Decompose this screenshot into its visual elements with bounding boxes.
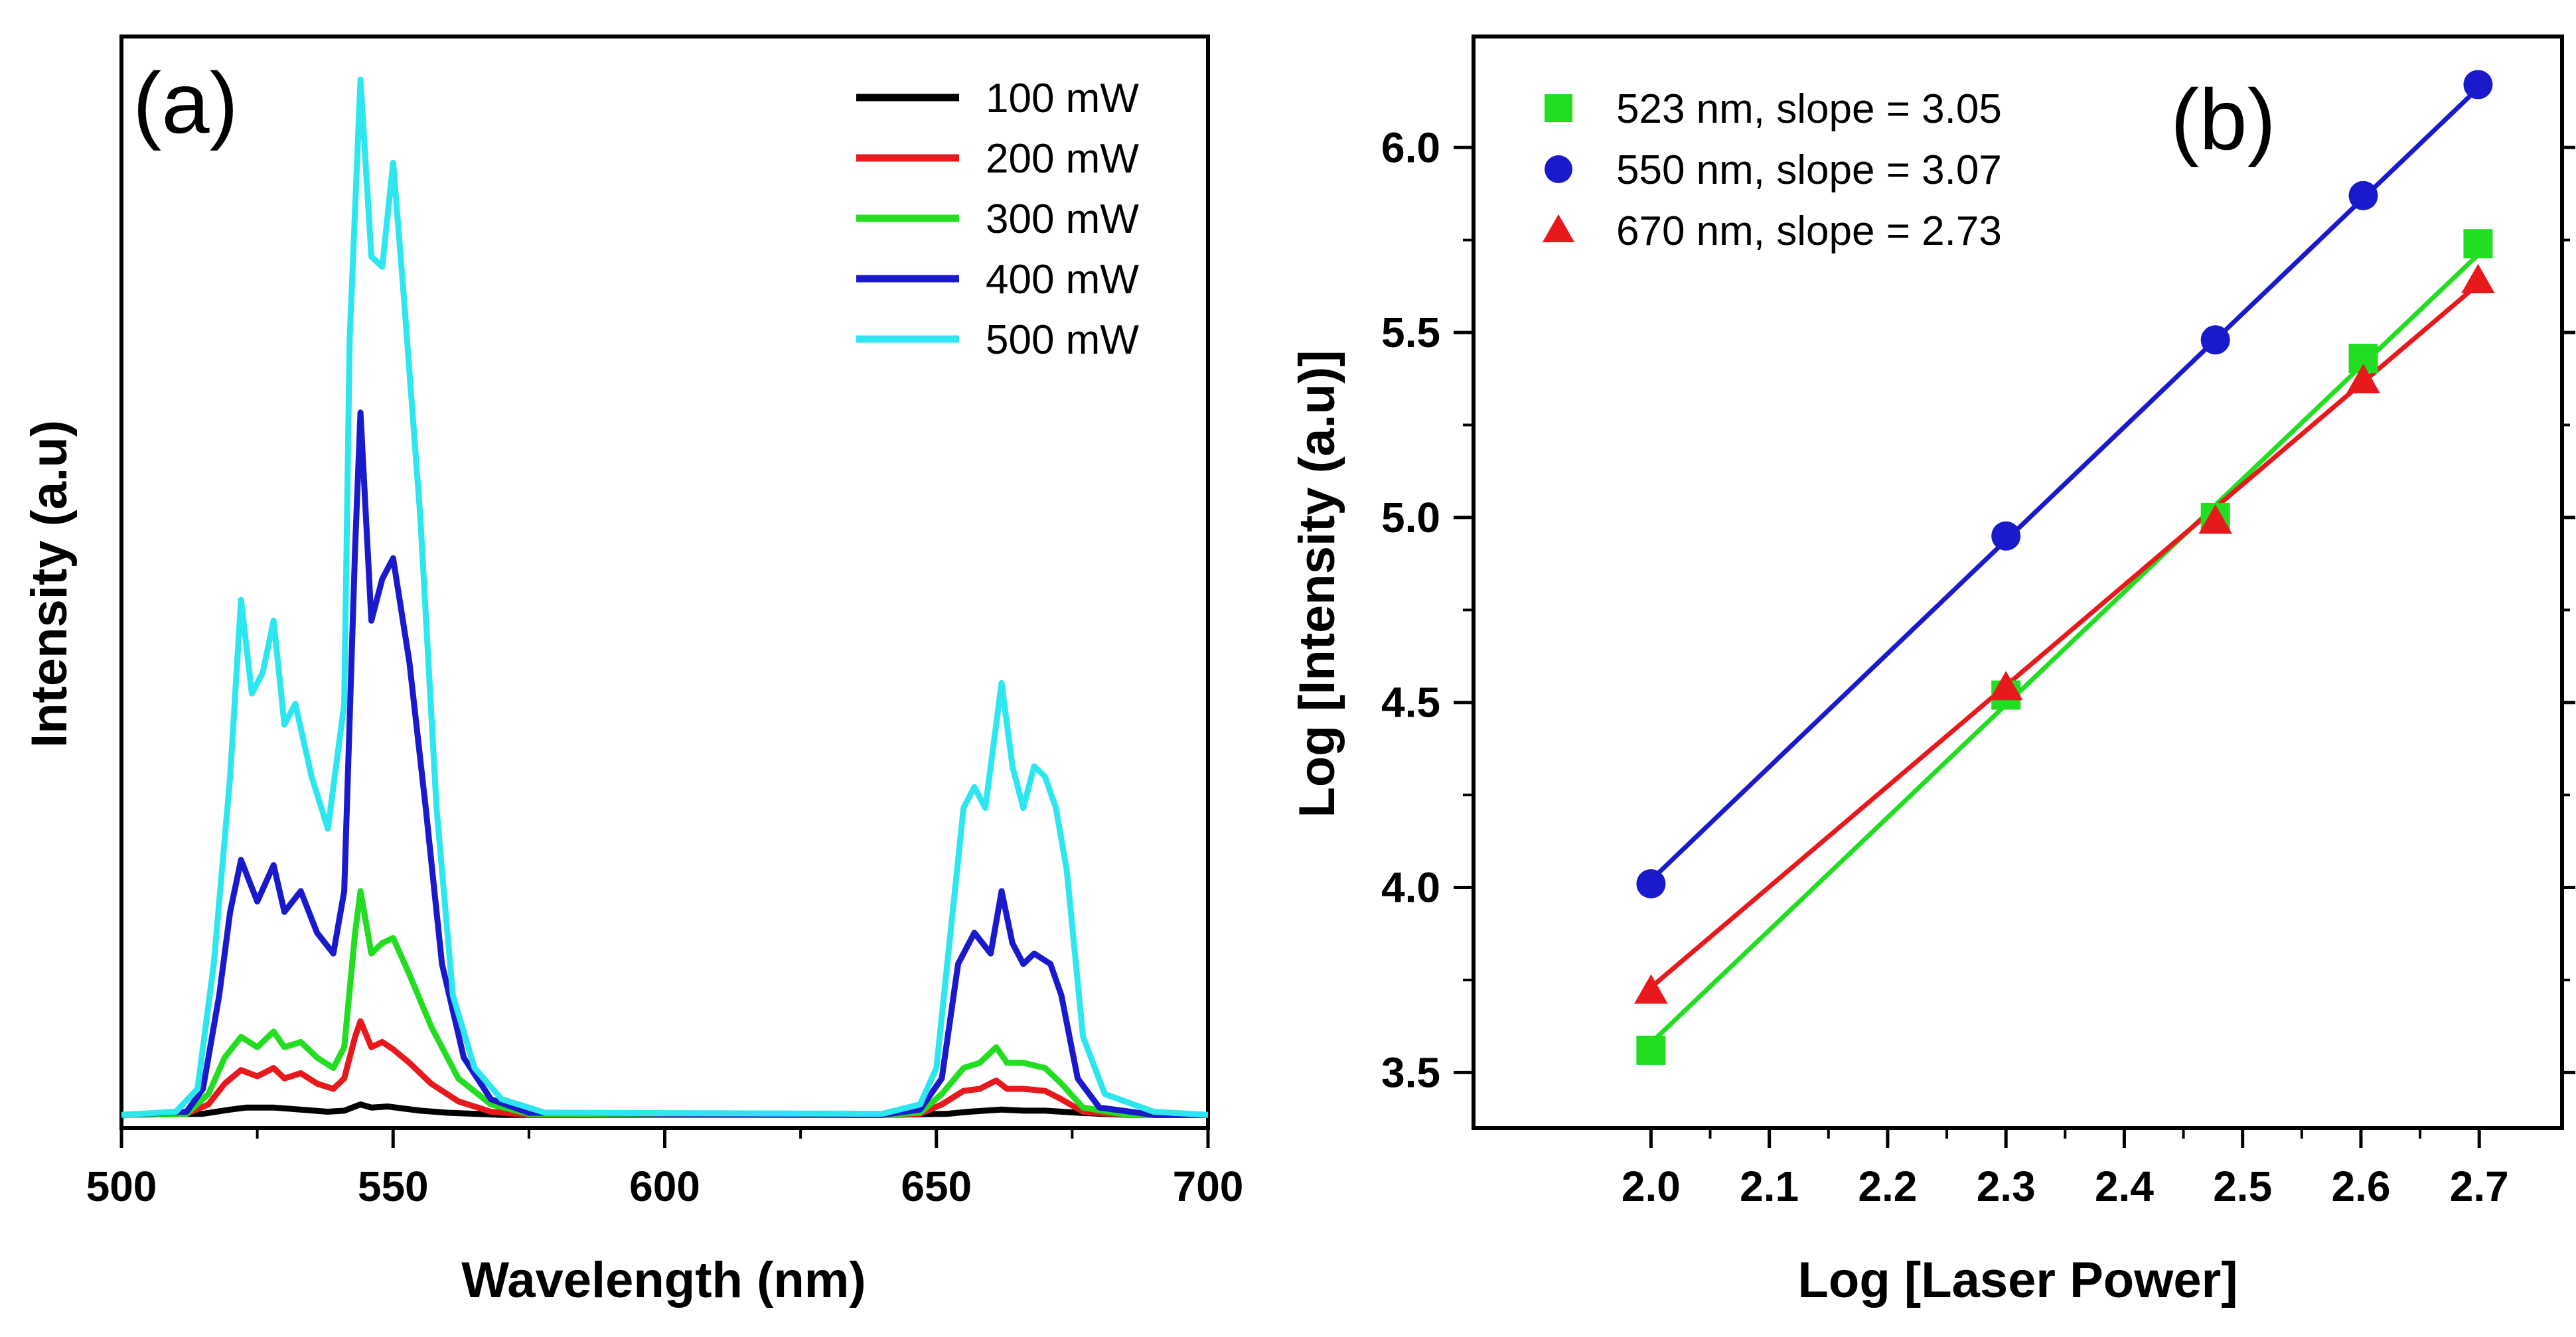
panel-a-legend-label: 100 mW [986, 76, 1139, 121]
panel-b-point-circle [2463, 70, 2493, 100]
panel-b-point-circle [2200, 325, 2230, 355]
panel-a-x-tick-label: 500 [86, 1162, 157, 1210]
panel-a-series-line-1 [121, 1101, 1208, 1118]
panel-a-x-tick-label: 600 [629, 1162, 700, 1210]
panel-b-y-tick-label: 5.5 [1381, 309, 1440, 356]
panel-b-legend: 523 nm, slope = 3.05 550 nm, slope = 3.07… [1542, 86, 2002, 254]
panel-b-legend-marker [1542, 214, 1575, 243]
panel-b-ticks: 2.0 2.1 2.2 2.3 2.4 2.5 2.6 2.7 3.5 4.0 4.5 5.0 5.5 6… [1381, 123, 2575, 1210]
panel-b-y-tick-label: 6.0 [1381, 123, 1440, 171]
panel-a-spectra: 500 550 600 650 700 (a) Wavelength (nm) Inte… [21, 35, 1244, 1308]
panel-b-y-axis-title: Log [Intensity (a.u)] [1289, 350, 1345, 817]
panel-a-series-line-4 [121, 409, 1208, 1118]
panel-b-legend-marker [1545, 94, 1572, 122]
panel-b-x-tick-label: 2.7 [2450, 1162, 2509, 1210]
panel-a-x-axis-title: Wavelength (nm) [461, 1252, 866, 1308]
panel-a-series-line-3 [121, 888, 1208, 1118]
panel-a-x-tick-label: 700 [1173, 1162, 1244, 1210]
panel-b-point-triangle [2198, 504, 2232, 534]
panel-b-label: (b) [2170, 71, 2276, 168]
panel-b-plot-frame [1472, 35, 2564, 1130]
panel-b-point-triangle [1634, 974, 1668, 1004]
panel-b-x-tick-label: 2.0 [1622, 1162, 1681, 1210]
panel-b-point-square [1636, 1035, 1666, 1065]
panel-a-series-line-2 [121, 1018, 1208, 1118]
panel-b-x-axis-title: Log [Laser Power] [1798, 1252, 2238, 1308]
panel-b-point-circle [1991, 521, 2021, 551]
panel-a-legend-label: 400 mW [986, 257, 1139, 303]
panel-b-point-triangle [2461, 263, 2495, 294]
panel-b-x-tick-label: 2.5 [2213, 1162, 2272, 1210]
panel-b-x-tick-label: 2.3 [1977, 1162, 2036, 1210]
panel-b-x-tick-label: 2.4 [2095, 1162, 2154, 1210]
panel-a-x-tick-label: 650 [901, 1162, 972, 1210]
panel-b-point-triangle [2346, 364, 2380, 393]
panel-b-y-tick-label: 4.5 [1381, 679, 1440, 727]
panel-b-legend-label: 523 nm, slope = 3.05 [1616, 86, 2002, 132]
panel-b-series-group [1634, 70, 2495, 1065]
panel-b-point-square [2463, 229, 2493, 259]
panel-a-series-group [121, 76, 1209, 1118]
panel-b-legend-marker [1545, 155, 1572, 183]
panel-a-y-axis-title: Intensity (a.u) [21, 420, 78, 748]
panel-b-x-tick-label: 2.1 [1740, 1162, 1799, 1210]
panel-b-y-tick-label: 5.0 [1381, 494, 1440, 541]
panel-b-x-tick-label: 2.2 [1858, 1162, 1917, 1210]
panel-b-power-dependence: 2.0 2.1 2.2 2.3 2.4 2.5 2.6 2.7 3.5 4.0 4.5 5.0 5.5 6… [1289, 35, 2575, 1308]
panel-b-legend-label: 550 nm, slope = 3.07 [1616, 147, 2002, 193]
panel-b-fit-line-1 [1649, 253, 2480, 1045]
panel-a-legend-label: 500 mW [986, 317, 1139, 363]
panel-a-legend-label: 300 mW [986, 196, 1139, 242]
panel-a-legend-label: 200 mW [986, 136, 1139, 182]
panel-b-legend-label: 670 nm, slope = 2.73 [1616, 208, 2002, 254]
panel-a-x-ticks: 500 550 600 650 700 [86, 1128, 1244, 1210]
panel-b-x-tick-label: 2.6 [2331, 1162, 2390, 1210]
panel-a-series-line-5 [121, 76, 1209, 1118]
panel-a-legend: 100 mW 200 mW 300 mW 400 mW 500 mW [856, 76, 1139, 363]
panel-b-point-triangle [1989, 671, 2023, 701]
panel-b-fit-line-2 [1649, 86, 2480, 882]
panel-b-fit-line-3 [1649, 282, 2480, 989]
panel-b-point-circle [2348, 180, 2378, 210]
panel-b-y-tick-label: 3.5 [1381, 1048, 1440, 1096]
panel-a-label: (a) [133, 54, 238, 151]
panel-b-point-circle [1636, 869, 1666, 898]
panel-a-x-tick-label: 550 [358, 1162, 429, 1210]
panel-b-y-tick-label: 4.0 [1381, 864, 1440, 912]
